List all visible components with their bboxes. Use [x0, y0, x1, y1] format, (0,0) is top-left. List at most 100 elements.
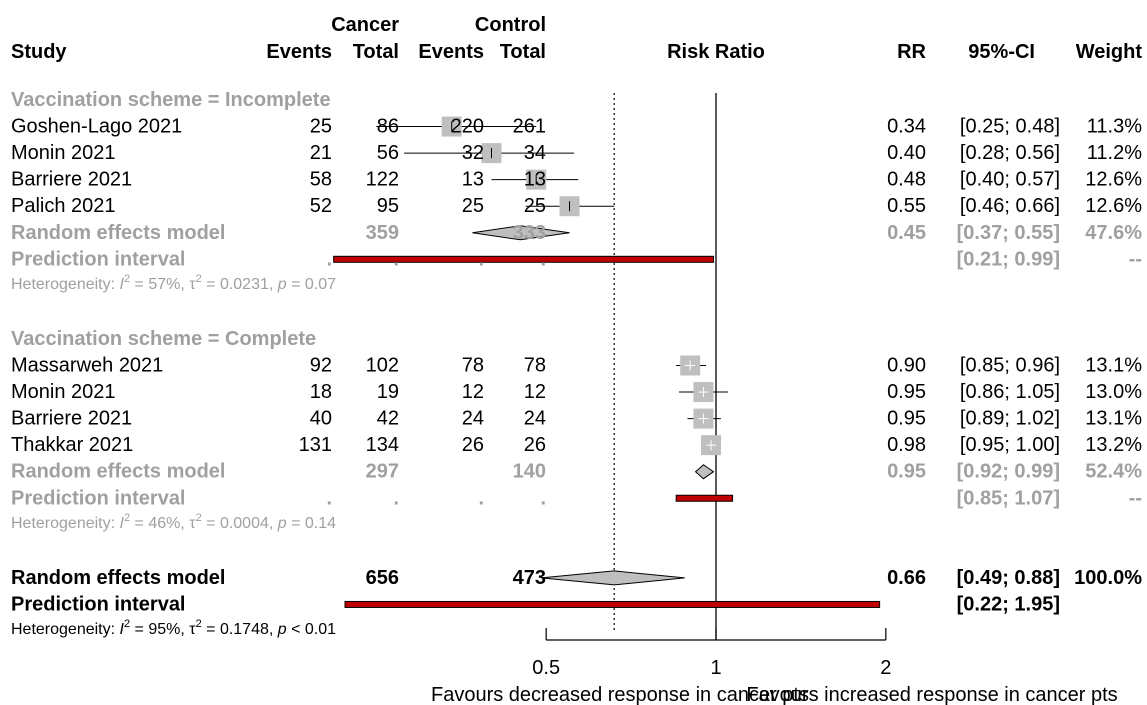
control-events: 25 [462, 195, 484, 217]
heterogeneity-text: Heterogeneity: I2 = 46%, τ2 = 0.0004, p … [11, 512, 336, 532]
prediction-interval-bar [344, 600, 881, 608]
row-label: Thakkar 2021 [11, 434, 133, 456]
control-events: 78 [462, 355, 484, 377]
header-cancer-total: Total [353, 41, 399, 63]
control-events: . [478, 248, 484, 270]
header-row: Cancer Control Study Events Total Events… [11, 14, 1142, 63]
ci-value: [0.22; 1.95] [957, 593, 1060, 615]
cancer-total: 19 [377, 381, 399, 403]
table-row-subgroup: Vaccination scheme = Complete [11, 328, 316, 350]
cancer-events: 40 [310, 408, 332, 430]
ci-value: [0.40; 0.57] [960, 169, 1060, 191]
table-row-subpred: Prediction interval.... [0.21; 0.99] -- [11, 248, 1142, 270]
control-total: . [540, 248, 546, 270]
summary-diamond [472, 225, 570, 241]
control-total: 261 [513, 116, 546, 138]
table-row-study: Barriere 2021 40 42 24 24 0.95 [0.89; 1.02] 13.… [11, 408, 1142, 430]
cancer-total: 656 [366, 567, 399, 589]
cancer-events: . [326, 487, 332, 509]
weight-value: -- [1129, 487, 1142, 509]
control-events: 13 [462, 169, 484, 191]
table-row-pred: Prediction interval [0.22; 1.95] [11, 593, 1060, 615]
plot-area [333, 93, 881, 640]
weight-value: 13.0% [1085, 381, 1142, 403]
rr-value: 0.98 [887, 434, 926, 456]
cancer-total: 122 [366, 169, 399, 191]
weight-value: 13.1% [1085, 408, 1142, 430]
cancer-total: 95 [377, 195, 399, 217]
cancer-events: . [326, 248, 332, 270]
weight-value: 11.3% [1087, 116, 1142, 138]
ci-value: [0.86; 1.05] [960, 381, 1060, 403]
table-rows: Vaccination scheme = Incomplete Goshen-La… [11, 89, 1142, 638]
row-label: Monin 2021 [11, 142, 116, 164]
header-cancer-events: Events [266, 41, 332, 63]
table-row-study: Monin 2021 18 19 12 12 0.95 [0.86; 1.05] 13.0% [11, 381, 1142, 403]
table-row-subgroup: Vaccination scheme = Incomplete [11, 89, 331, 111]
summary-diamond [694, 464, 715, 480]
header-control-events: Events [418, 41, 484, 63]
cancer-events: 21 [310, 142, 332, 164]
row-label: Prediction interval [11, 593, 186, 615]
control-total: 140 [513, 461, 546, 483]
table-row-study: Goshen-Lago 2021 25 86 220 261 0.34 [0.25; 0.4… [11, 116, 1142, 138]
header-rr: RR [897, 41, 926, 63]
control-events: 32 [462, 142, 484, 164]
weight-value: 47.6% [1085, 222, 1142, 244]
control-events: 220 [451, 116, 484, 138]
cancer-events: 52 [310, 195, 332, 217]
row-label: Vaccination scheme = Incomplete [11, 89, 331, 111]
summary-diamond [541, 570, 685, 586]
header-control: Control [475, 14, 546, 36]
cancer-total: 359 [366, 222, 399, 244]
rr-value: 0.40 [887, 142, 926, 164]
cancer-events: 18 [310, 381, 332, 403]
cancer-total: 134 [366, 434, 399, 456]
weight-value: 100.0% [1074, 567, 1142, 589]
ci-value: [0.28; 0.56] [960, 142, 1060, 164]
table-row-study: Massarweh 2021 92 102 78 78 0.90 [0.85; 0.96] 1… [11, 355, 1142, 377]
ci-value: [0.37; 0.55] [957, 222, 1060, 244]
heterogeneity-text: Heterogeneity: I2 = 95%, τ2 = 0.1748, p … [11, 618, 336, 638]
prediction-interval-bar [675, 494, 734, 502]
table-row-subtotal: Random effects model 359 333 0.45 [0.37; 0.5… [11, 222, 1142, 244]
weight-value: 13.2% [1085, 434, 1142, 456]
row-label: Prediction interval [11, 487, 186, 509]
header-control-total: Total [500, 41, 546, 63]
control-events: 26 [462, 434, 484, 456]
cancer-events: 25 [310, 116, 332, 138]
header-weight: Weight [1076, 41, 1143, 63]
cancer-total: . [393, 487, 399, 509]
table-row-subhet: Heterogeneity: I2 = 57%, τ2 = 0.0231, p … [11, 273, 336, 293]
x-axis: 0.5 1 2 Favours decreased response in cance… [431, 628, 1118, 705]
ci-value: [0.89; 1.02] [960, 408, 1060, 430]
ci-value: [0.25; 0.48] [960, 116, 1060, 138]
rr-value: 0.95 [887, 408, 926, 430]
row-label: Barriere 2021 [11, 169, 132, 191]
row-label: Palich 2021 [11, 195, 116, 217]
control-total: 473 [513, 567, 546, 589]
x-tick-label: 2 [880, 657, 891, 679]
header-study: Study [11, 41, 67, 63]
control-events: . [478, 487, 484, 509]
weight-value: 11.2% [1087, 142, 1142, 164]
row-label: Monin 2021 [11, 381, 116, 403]
row-label: Prediction interval [11, 248, 186, 270]
ci-value: [0.21; 0.99] [957, 248, 1060, 270]
weight-value: 52.4% [1085, 461, 1142, 483]
x-caption-right: Favours increased response in cancer pts [746, 684, 1117, 705]
rr-value: 0.90 [887, 355, 926, 377]
header-ci: 95%-CI [968, 41, 1035, 63]
heterogeneity-text: Heterogeneity: I2 = 57%, τ2 = 0.0231, p … [11, 273, 336, 293]
control-total: 25 [524, 195, 546, 217]
ci-value: [0.85; 1.07] [957, 487, 1060, 509]
prediction-interval-bar [333, 255, 715, 263]
header-cancer: Cancer [331, 14, 399, 36]
row-label: Massarweh 2021 [11, 355, 163, 377]
row-label: Random effects model [11, 567, 225, 589]
cancer-total: 86 [377, 116, 399, 138]
table-row-study: Barriere 2021 58 122 13 13 0.48 [0.40; 0.57] 12… [11, 169, 1142, 191]
x-tick-label: 0.5 [532, 657, 560, 679]
ci-value: [0.85; 0.96] [960, 355, 1060, 377]
